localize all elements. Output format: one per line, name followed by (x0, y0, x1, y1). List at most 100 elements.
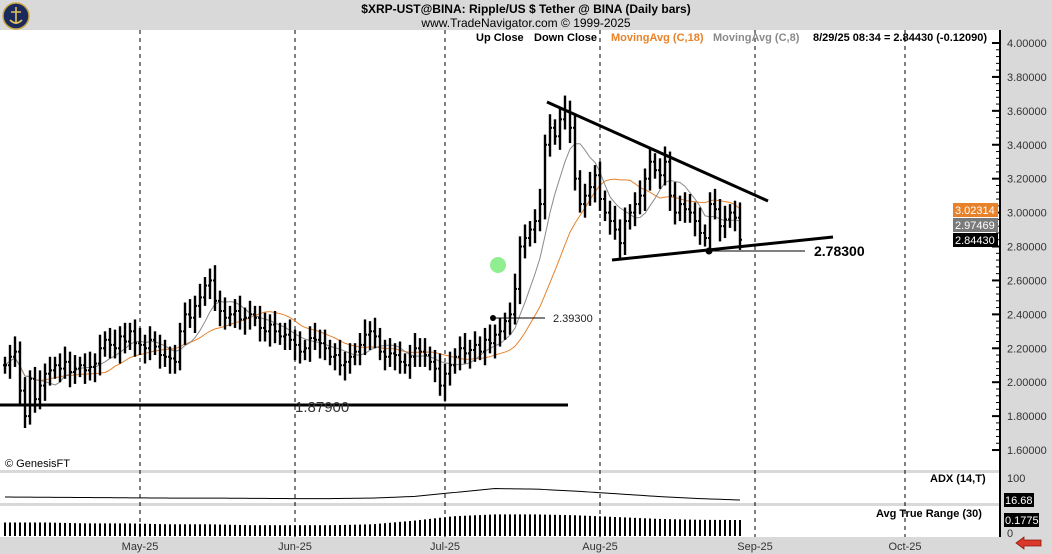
price-bar (693, 202, 697, 237)
price-bar (388, 338, 392, 367)
price-tick-label: 3.80000 (1007, 72, 1047, 84)
price-bar (58, 353, 62, 383)
support-label: 1.87900 (295, 399, 349, 416)
price-tick-label: 4.00000 (1007, 38, 1047, 50)
panel-divider (0, 503, 1000, 506)
price-bar (613, 205, 617, 240)
price-bar (493, 324, 497, 359)
price-bar (23, 377, 27, 428)
price-bar (163, 339, 167, 367)
low-label: 2.78300 (814, 243, 865, 259)
price-bar (628, 204, 632, 230)
price-bar (533, 209, 537, 244)
price-tick-label: 3.60000 (1007, 106, 1047, 118)
price-bar (673, 182, 677, 225)
adx-value-label: 16.68 (1005, 495, 1033, 507)
price-bar (78, 356, 82, 378)
price-bar (368, 321, 372, 350)
price-bar (263, 312, 267, 342)
price-bar (463, 333, 467, 364)
price-bar (423, 338, 427, 367)
price-tick-label: 2.00000 (1007, 377, 1047, 389)
price-bar (618, 219, 622, 259)
price-bar (708, 192, 712, 252)
price-bar (178, 322, 182, 371)
date-tick-label: Jun-25 (278, 541, 312, 553)
price-bar (343, 351, 347, 381)
price-bar (418, 338, 422, 367)
price-bar (393, 343, 397, 371)
price-bar (593, 165, 597, 203)
price-bar (383, 339, 387, 371)
price-bar (83, 353, 87, 384)
price-bar (468, 339, 472, 369)
price-bar (438, 353, 442, 396)
ma18-path (4, 178, 741, 382)
date-tick-label: Oct-25 (888, 541, 921, 553)
legend-down-close: Down Close (534, 32, 597, 44)
price-tick-label: 2.60000 (1007, 275, 1047, 287)
price-bars (3, 95, 742, 428)
price-bar (123, 322, 127, 354)
atr-label: Avg True Range (30) (876, 508, 982, 520)
price-tick-label: 2.80000 (1007, 242, 1047, 254)
price-bar (203, 277, 207, 306)
legend-up-close: Up Close (476, 32, 524, 44)
lower-trendline (611, 235, 834, 262)
date-tick-label: Aug-25 (582, 541, 617, 553)
price-bar (453, 348, 457, 374)
ma8-path (4, 143, 741, 386)
price-bar (408, 344, 412, 379)
scroll-arrow-icon[interactable] (1015, 536, 1042, 550)
price-tick-label: 3.00000 (1007, 208, 1047, 220)
price-bar (303, 339, 307, 361)
ma8-line (4, 143, 741, 386)
date-tick-label: May-25 (122, 541, 159, 553)
signal-marker (490, 257, 506, 273)
price-bar (683, 192, 687, 223)
price-bar (473, 331, 477, 362)
price-bar (283, 322, 287, 350)
price-bar (223, 297, 227, 330)
price-bar (143, 334, 147, 364)
price-tick-label: 1.60000 (1007, 445, 1047, 457)
price-bar (688, 193, 692, 223)
price-bar (668, 151, 672, 211)
price-bar (553, 119, 557, 145)
price-bar (678, 195, 682, 222)
price-bar (718, 199, 722, 242)
price-bar (558, 107, 562, 150)
price-bar (378, 327, 382, 361)
price-bar (413, 333, 417, 367)
price-bar (173, 344, 177, 374)
price-bar (483, 327, 487, 366)
price-bar (298, 331, 302, 364)
legend-readout: 8/29/25 08:34 = 2.84430 (-0.12090) (813, 32, 987, 44)
price-bar (728, 204, 732, 228)
price-bar (73, 355, 77, 384)
price-bar (443, 363, 447, 401)
price-bar (548, 114, 552, 157)
price-bar (458, 336, 462, 371)
price-bar (18, 341, 22, 406)
price-bar (733, 200, 737, 232)
price-bar (713, 188, 717, 220)
price-bar (653, 153, 657, 179)
price-bar (233, 299, 237, 328)
price-bar (258, 305, 262, 342)
price-bar (53, 356, 57, 379)
price-bar (578, 170, 582, 213)
price-bar (128, 322, 132, 350)
price-axis-panel (1000, 30, 1052, 554)
price-bar (228, 305, 232, 327)
price-bar (103, 331, 107, 357)
price-bar (503, 312, 507, 340)
adx-scale-top: 100 (1007, 473, 1025, 485)
price-bar (428, 346, 432, 371)
price-bar (168, 346, 172, 374)
last-price-label: 2.84430 (955, 235, 995, 247)
price-bar (448, 351, 452, 386)
copyright-label: © GenesisFT (5, 458, 70, 470)
price-bar (98, 334, 102, 376)
price-bar (403, 353, 407, 374)
